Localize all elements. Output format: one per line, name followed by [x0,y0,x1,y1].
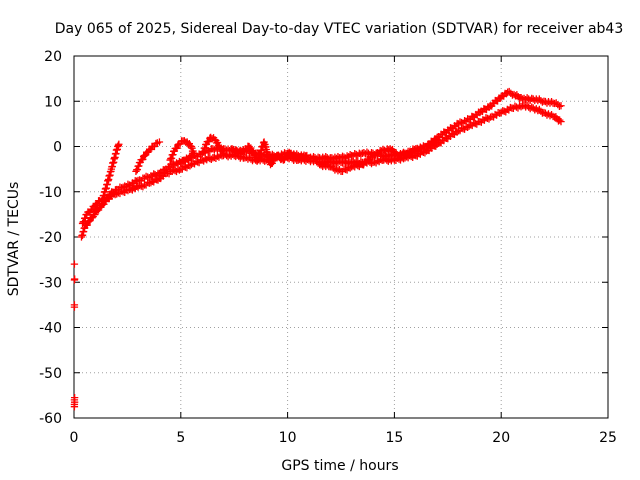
data-point [219,149,228,157]
data-point [173,144,181,152]
tick-labels: 0 5 10 15 20 25 20 10 0 -10 -20 -30 -40 -50 -60 [39,49,617,446]
data-point [177,158,185,166]
y-tick-label: -40 [39,321,62,337]
y-tick-label: 0 [53,140,62,156]
x-tick-label: 15 [385,430,403,446]
y-tick-label: -20 [39,230,62,246]
x-tick-label: 10 [279,430,297,446]
data-point [70,403,79,411]
data-point [432,136,440,145]
y-tick-label: 20 [44,49,62,65]
data-point [433,136,441,144]
x-axis-label: GPS time / hours [281,458,398,474]
y-tick-label: -30 [39,275,62,291]
data-point [83,221,91,229]
data-point [557,117,565,126]
tick-marks [73,55,609,419]
data-point [303,151,311,160]
x-tick-label: 0 [70,430,79,446]
data-point [557,102,565,110]
y-axis-label: SDTVAR / TECUs [6,182,22,297]
data-point [70,260,79,268]
data-point [139,155,147,164]
data-point [155,138,164,146]
y-tick-label: -50 [39,366,62,382]
data-point [70,275,79,283]
data-point [115,140,123,148]
y-tick-label: -10 [39,185,62,201]
chart-title: Day 065 of 2025, Sidereal Day-to-day VTE… [55,21,624,37]
x-tick-label: 25 [599,430,617,446]
x-tick-label: 5 [176,430,185,446]
data-point [70,303,79,311]
data-point [175,166,184,174]
grid-lines [74,56,608,418]
y-tick-label: -60 [39,411,62,427]
y-tick-label: 10 [44,94,62,110]
data-points [70,87,565,411]
x-tick-label: 20 [492,430,510,446]
